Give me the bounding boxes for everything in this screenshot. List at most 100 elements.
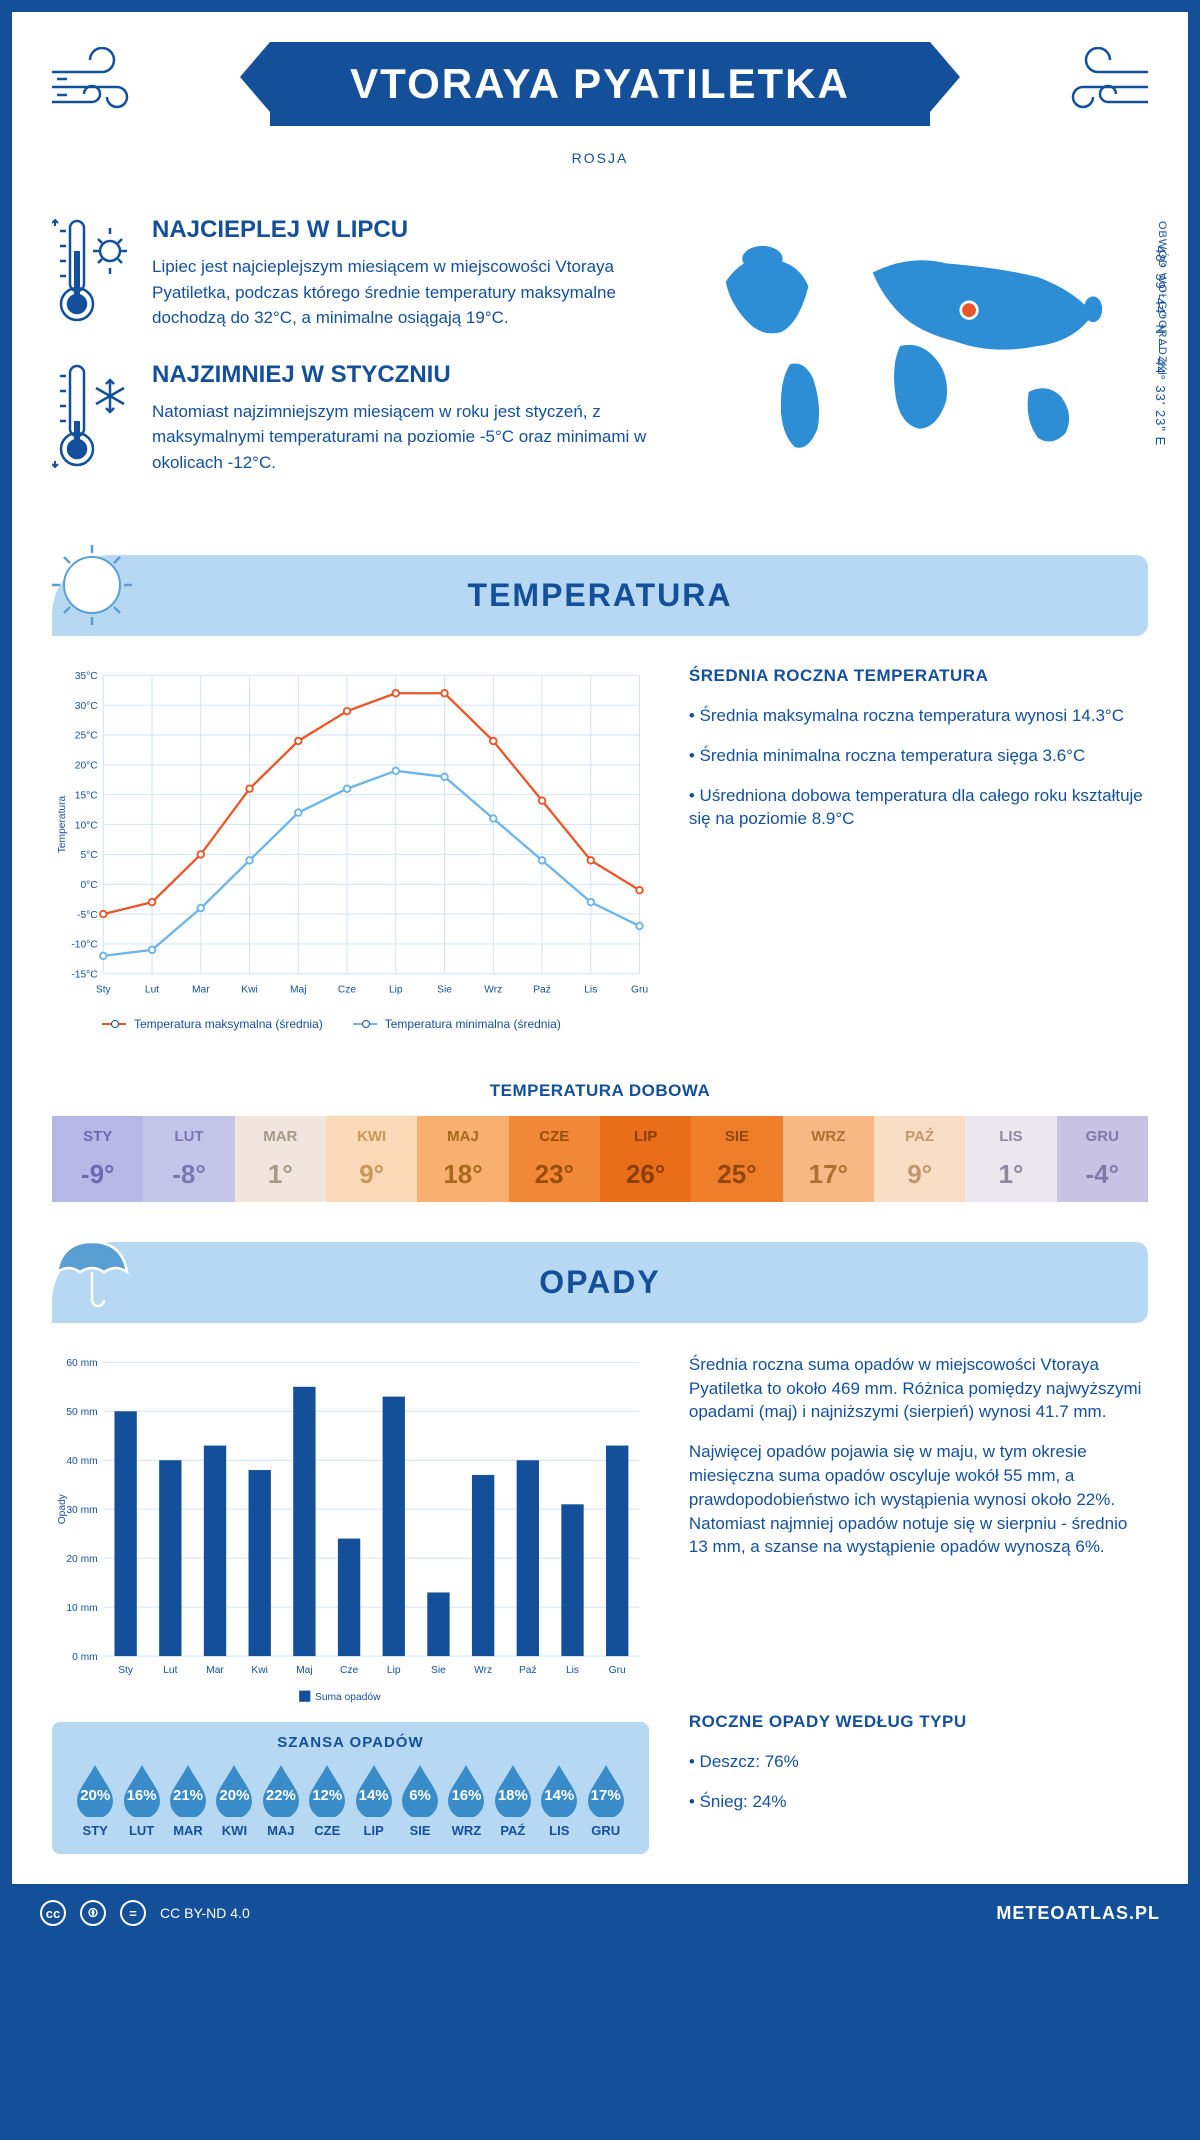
dobowa-title: TEMPERATURA DOBOWA — [12, 1081, 1188, 1101]
coordinates: 48° 39' 44" N — 44° 33' 23" E — [1153, 246, 1168, 446]
chance-cell: 22%MAJ — [258, 1763, 304, 1838]
coldest-block: NAJZIMNIEJ W STYCZNIU Natomiast najzimni… — [52, 361, 649, 476]
chance-cell: 20%STY — [72, 1763, 118, 1838]
chance-cell: 18%PAŹ — [490, 1763, 536, 1838]
temperature-info: ŚREDNIA ROCZNA TEMPERATURA • Średnia mak… — [689, 666, 1148, 1051]
temperature-line-chart: -15°C-10°C-5°C0°C5°C10°C15°C20°C25°C30°C… — [52, 666, 649, 1002]
world-map-svg — [689, 216, 1148, 476]
dobowa-cell: LIP26° — [600, 1116, 691, 1202]
precipitation-by-type: ROCZNE OPADY WEDŁUG TYPU • Deszcz: 76% • … — [689, 1712, 1148, 1830]
svg-text:Sty: Sty — [96, 984, 112, 995]
precip-para2: Najwięcej opadów pojawia się w maju, w t… — [689, 1440, 1148, 1559]
umbrella-icon — [42, 1222, 142, 1322]
cc-icon: cc — [40, 1900, 66, 1926]
svg-text:0°C: 0°C — [80, 880, 98, 891]
dobowa-cell: WRZ17° — [783, 1116, 874, 1202]
chance-cell: 14%LIS — [536, 1763, 582, 1838]
header: VTORAYA PYATILETKA ROSJA — [12, 12, 1188, 186]
svg-text:-15°C: -15°C — [71, 969, 98, 980]
svg-text:Kwi: Kwi — [241, 984, 258, 995]
precip-para1: Średnia roczna suma opadów w miejscowośc… — [689, 1353, 1148, 1424]
svg-text:Cze: Cze — [340, 1665, 359, 1676]
dobowa-cell: PAŹ9° — [874, 1116, 965, 1202]
title-banner: VTORAYA PYATILETKA — [270, 42, 930, 126]
by-type-item: • Śnieg: 24% — [689, 1790, 1148, 1814]
legend-item: .legend-swatch[style*="#e8572a"]::after{… — [102, 1017, 323, 1031]
coldest-title: NAJZIMNIEJ W STYCZNIU — [152, 361, 649, 389]
chance-cell: 16%WRZ — [443, 1763, 489, 1838]
svg-text:20°C: 20°C — [75, 761, 99, 772]
coldest-text: Natomiast najzimniejszym miesiącem w rok… — [152, 399, 649, 476]
precipitation-bar-chart: 0 mm10 mm20 mm30 mm40 mm50 mm60 mmStyLut… — [52, 1353, 649, 1707]
chance-cell: 14%LIP — [350, 1763, 396, 1838]
wind-icon — [1043, 47, 1153, 127]
precipitation-title: OPADY — [539, 1264, 660, 1301]
svg-text:30 mm: 30 mm — [66, 1505, 97, 1516]
by-type-item: • Deszcz: 76% — [689, 1750, 1148, 1774]
temp-bullet: • Średnia maksymalna roczna temperatura … — [689, 704, 1148, 728]
temperature-title: TEMPERATURA — [468, 577, 733, 614]
chance-cell: 12%CZE — [304, 1763, 350, 1838]
dobowa-cell: LIS1° — [965, 1116, 1056, 1202]
thermometer-hot-icon — [52, 216, 132, 326]
dobowa-cell: STY-9° — [52, 1116, 143, 1202]
svg-text:Maj: Maj — [296, 1665, 313, 1676]
world-map: OBWÓD WOŁGOGRADZKI 48° 39' 44" N — 44° 3… — [689, 216, 1148, 505]
dobowa-cell: GRU-4° — [1057, 1116, 1148, 1202]
svg-text:10 mm: 10 mm — [66, 1603, 97, 1614]
svg-text:Paź: Paź — [519, 1665, 537, 1676]
svg-text:0 mm: 0 mm — [72, 1652, 98, 1663]
dobowa-cell: LUT-8° — [143, 1116, 234, 1202]
svg-text:50 mm: 50 mm — [66, 1407, 97, 1418]
svg-text:Gru: Gru — [631, 984, 648, 995]
by-type-title: ROCZNE OPADY WEDŁUG TYPU — [689, 1712, 1148, 1732]
svg-text:30°C: 30°C — [75, 701, 99, 712]
svg-text:Lip: Lip — [387, 1665, 401, 1676]
by-icon: 🅯 — [80, 1900, 106, 1926]
sun-icon — [42, 535, 142, 635]
temp-info-title: ŚREDNIA ROCZNA TEMPERATURA — [689, 666, 1148, 686]
thermometer-cold-icon — [52, 361, 132, 471]
wind-icon — [47, 47, 157, 127]
temperature-legend: .legend-swatch[style*="#e8572a"]::after{… — [52, 1007, 649, 1051]
chance-cell: 17%GRU — [582, 1763, 628, 1838]
chance-cell: 21%MAR — [165, 1763, 211, 1838]
svg-text:Lis: Lis — [584, 984, 597, 995]
svg-text:Lut: Lut — [145, 984, 159, 995]
dobowa-table: STY-9°LUT-8°MAR1°KWI9°MAJ18°CZE23°LIP26°… — [52, 1116, 1148, 1202]
svg-text:Gru: Gru — [609, 1665, 626, 1676]
svg-text:35°C: 35°C — [75, 671, 99, 682]
page-title: VTORAYA PYATILETKA — [350, 60, 850, 108]
svg-text:Mar: Mar — [192, 984, 210, 995]
dobowa-cell: CZE23° — [509, 1116, 600, 1202]
chance-cell: 16%LUT — [118, 1763, 164, 1838]
precipitation-chance-box: SZANSA OPADÓW 20%STY16%LUT21%MAR20%KWI22… — [52, 1722, 649, 1854]
svg-text:Sty: Sty — [118, 1665, 134, 1676]
svg-text:Kwi: Kwi — [251, 1665, 268, 1676]
svg-text:Mar: Mar — [206, 1665, 224, 1676]
svg-text:Lut: Lut — [163, 1665, 177, 1676]
svg-text:15°C: 15°C — [75, 790, 99, 801]
footer: cc 🅯 = CC BY-ND 4.0 METEOATLAS.PL — [0, 1884, 1200, 1942]
svg-text:Cze: Cze — [338, 984, 357, 995]
svg-text:Temperatura: Temperatura — [57, 795, 68, 853]
svg-text:Opady: Opady — [57, 1493, 68, 1524]
chance-title: SZANSA OPADÓW — [72, 1734, 629, 1751]
warmest-title: NAJCIEPLEJ W LIPCU — [152, 216, 649, 244]
dobowa-cell: MAJ18° — [417, 1116, 508, 1202]
svg-text:5°C: 5°C — [80, 850, 98, 861]
page-subtitle: ROSJA — [52, 150, 1148, 166]
svg-text:-10°C: -10°C — [71, 940, 98, 951]
temp-bullet: • Uśredniona dobowa temperatura dla całe… — [689, 784, 1148, 832]
chance-cell: 20%KWI — [211, 1763, 257, 1838]
svg-text:Suma opadów: Suma opadów — [315, 1692, 381, 1703]
nd-icon: = — [120, 1900, 146, 1926]
temperature-section-banner: TEMPERATURA — [52, 555, 1148, 636]
precipitation-info: Średnia roczna suma opadów w miejscowośc… — [689, 1353, 1148, 1712]
svg-text:-5°C: -5°C — [77, 910, 98, 921]
temp-bullet: • Średnia minimalna roczna temperatura s… — [689, 744, 1148, 768]
location-marker-icon — [961, 302, 978, 319]
warmest-text: Lipiec jest najcieplejszym miesiącem w m… — [152, 254, 649, 331]
svg-text:Wrz: Wrz — [474, 1665, 492, 1676]
precipitation-section-banner: OPADY — [52, 1242, 1148, 1323]
